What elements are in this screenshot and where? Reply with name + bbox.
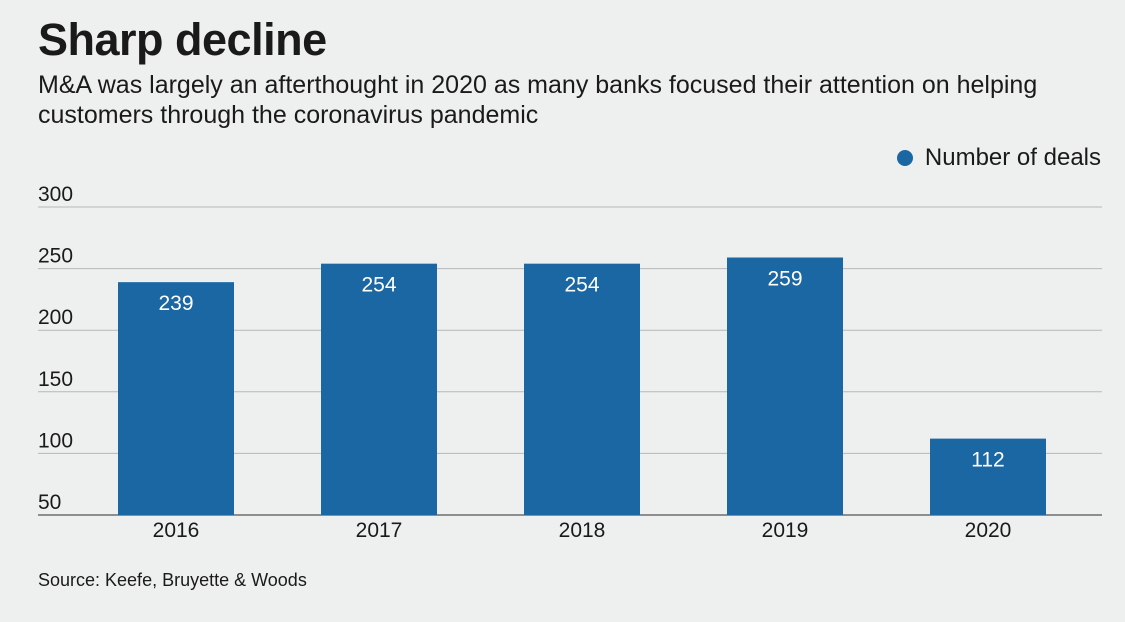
bar-value-label: 254 [564, 274, 599, 297]
legend-swatch-icon [896, 150, 913, 166]
bar-value-label: 259 [767, 268, 802, 291]
y-tick-label: 250 [38, 245, 73, 268]
y-tick-label: 100 [38, 429, 73, 452]
chart-legend: Number of deals [896, 144, 1101, 172]
chart-title: Sharp decline [38, 14, 327, 65]
bar [118, 282, 234, 515]
x-tick-label: 2017 [356, 519, 403, 542]
bar [727, 257, 843, 515]
legend-label: Number of deals [924, 144, 1101, 171]
bar [524, 263, 640, 515]
x-tick-label: 2016 [153, 519, 200, 542]
chart-subtitle: M&A was largely an afterthought in 2020 … [38, 71, 1038, 129]
bar-value-label: 239 [158, 292, 193, 315]
source-note: Source: Keefe, Bruyette & Woods [38, 570, 307, 590]
x-tick-label: 2020 [965, 519, 1012, 542]
y-tick-label: 300 [38, 183, 73, 206]
y-tick-label: 50 [38, 491, 61, 514]
bar-value-label: 112 [971, 449, 1004, 472]
bar [930, 438, 1046, 515]
y-tick-label: 150 [38, 368, 73, 391]
bar-value-label: 254 [361, 274, 396, 297]
bar [321, 263, 437, 515]
x-tick-label: 2019 [762, 519, 809, 542]
x-tick-label: 2018 [559, 519, 606, 542]
y-tick-label: 200 [38, 306, 73, 329]
